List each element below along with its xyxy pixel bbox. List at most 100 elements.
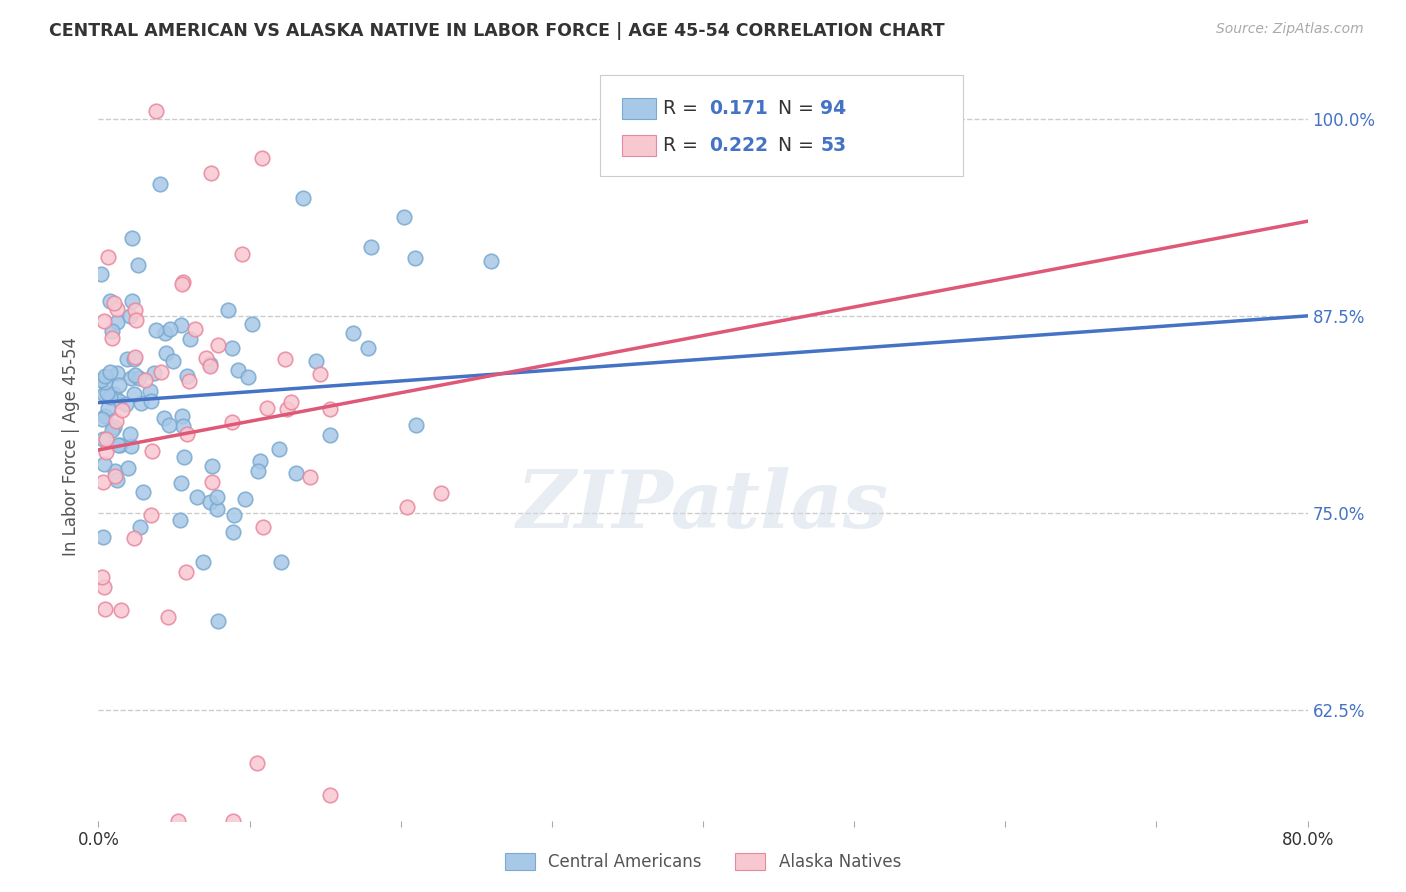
Point (205, 501, 228, 516)
Point (93, 409, 115, 424)
Point (90, 373, 112, 387)
Point (318, 428, 340, 442)
Point (430, 486, 453, 500)
Point (226, 363, 249, 377)
Point (285, 466, 308, 480)
Text: ZIPatlas: ZIPatlas (517, 467, 889, 545)
Point (117, 461, 139, 475)
Point (186, 490, 208, 504)
Point (280, 395, 302, 409)
Point (128, 519, 150, 533)
Point (267, 442, 290, 456)
Point (221, 341, 243, 355)
Point (357, 341, 380, 355)
Point (249, 454, 271, 468)
Point (101, 423, 124, 437)
Point (404, 251, 426, 265)
Point (231, 246, 253, 260)
Point (139, 508, 162, 522)
Text: R =: R = (664, 136, 704, 155)
Point (125, 312, 148, 326)
Point (221, 814, 243, 828)
Point (128, 371, 150, 385)
Point (134, 373, 156, 387)
Point (198, 357, 221, 371)
Point (105, 315, 128, 329)
Point (174, 565, 197, 579)
Point (177, 374, 200, 388)
Point (93, 314, 115, 328)
Point (108, 437, 131, 451)
Point (107, 438, 129, 452)
Point (122, 387, 145, 401)
Point (94, 432, 117, 446)
Point (94, 376, 117, 390)
Point (127, 258, 149, 272)
Point (252, 520, 274, 534)
Point (157, 609, 180, 624)
Point (170, 475, 193, 490)
Point (169, 512, 191, 526)
Point (90, 412, 112, 426)
Point (170, 277, 193, 292)
Point (247, 464, 270, 478)
Point (120, 439, 142, 453)
Point (124, 302, 146, 317)
Point (172, 275, 194, 289)
Point (104, 464, 127, 478)
Point (103, 387, 125, 401)
Point (93, 387, 115, 401)
Point (309, 367, 332, 381)
Point (170, 409, 193, 423)
Point (221, 525, 243, 540)
Point (270, 555, 292, 569)
Point (191, 555, 214, 569)
Point (110, 603, 132, 617)
Point (153, 411, 176, 425)
Point (96, 250, 118, 264)
Point (155, 346, 177, 360)
Point (141, 444, 163, 458)
Point (201, 458, 224, 473)
Point (91, 530, 114, 544)
Point (121, 293, 143, 308)
Point (90, 267, 112, 281)
Point (194, 351, 217, 366)
Text: 0.171: 0.171 (709, 99, 768, 118)
FancyBboxPatch shape (621, 97, 655, 119)
Text: N =: N = (778, 99, 820, 118)
Point (105, 366, 128, 380)
Point (138, 384, 160, 398)
Point (132, 484, 155, 499)
Point (107, 393, 129, 408)
Point (172, 419, 194, 434)
Legend: Central Americans, Alaska Natives: Central Americans, Alaska Natives (496, 845, 910, 880)
Point (115, 352, 138, 367)
Point (319, 401, 342, 416)
Point (111, 403, 134, 417)
Point (118, 427, 141, 442)
FancyBboxPatch shape (621, 135, 655, 156)
Point (170, 318, 193, 333)
Point (183, 322, 205, 336)
Point (238, 369, 260, 384)
Point (173, 450, 195, 465)
Point (298, 469, 321, 483)
Point (90, 569, 112, 583)
Point (274, 352, 297, 367)
Point (200, 359, 222, 374)
Point (207, 615, 229, 629)
Point (96, 386, 118, 401)
Point (481, 254, 503, 268)
Point (98, 365, 121, 379)
Point (122, 531, 145, 545)
Point (124, 368, 146, 382)
Point (240, 317, 263, 331)
Text: Source: ZipAtlas.com: Source: ZipAtlas.com (1216, 22, 1364, 37)
Text: R =: R = (664, 99, 704, 118)
Point (167, 814, 190, 828)
Point (201, 475, 224, 490)
Point (217, 302, 239, 317)
Point (305, 354, 328, 368)
Point (235, 491, 257, 506)
